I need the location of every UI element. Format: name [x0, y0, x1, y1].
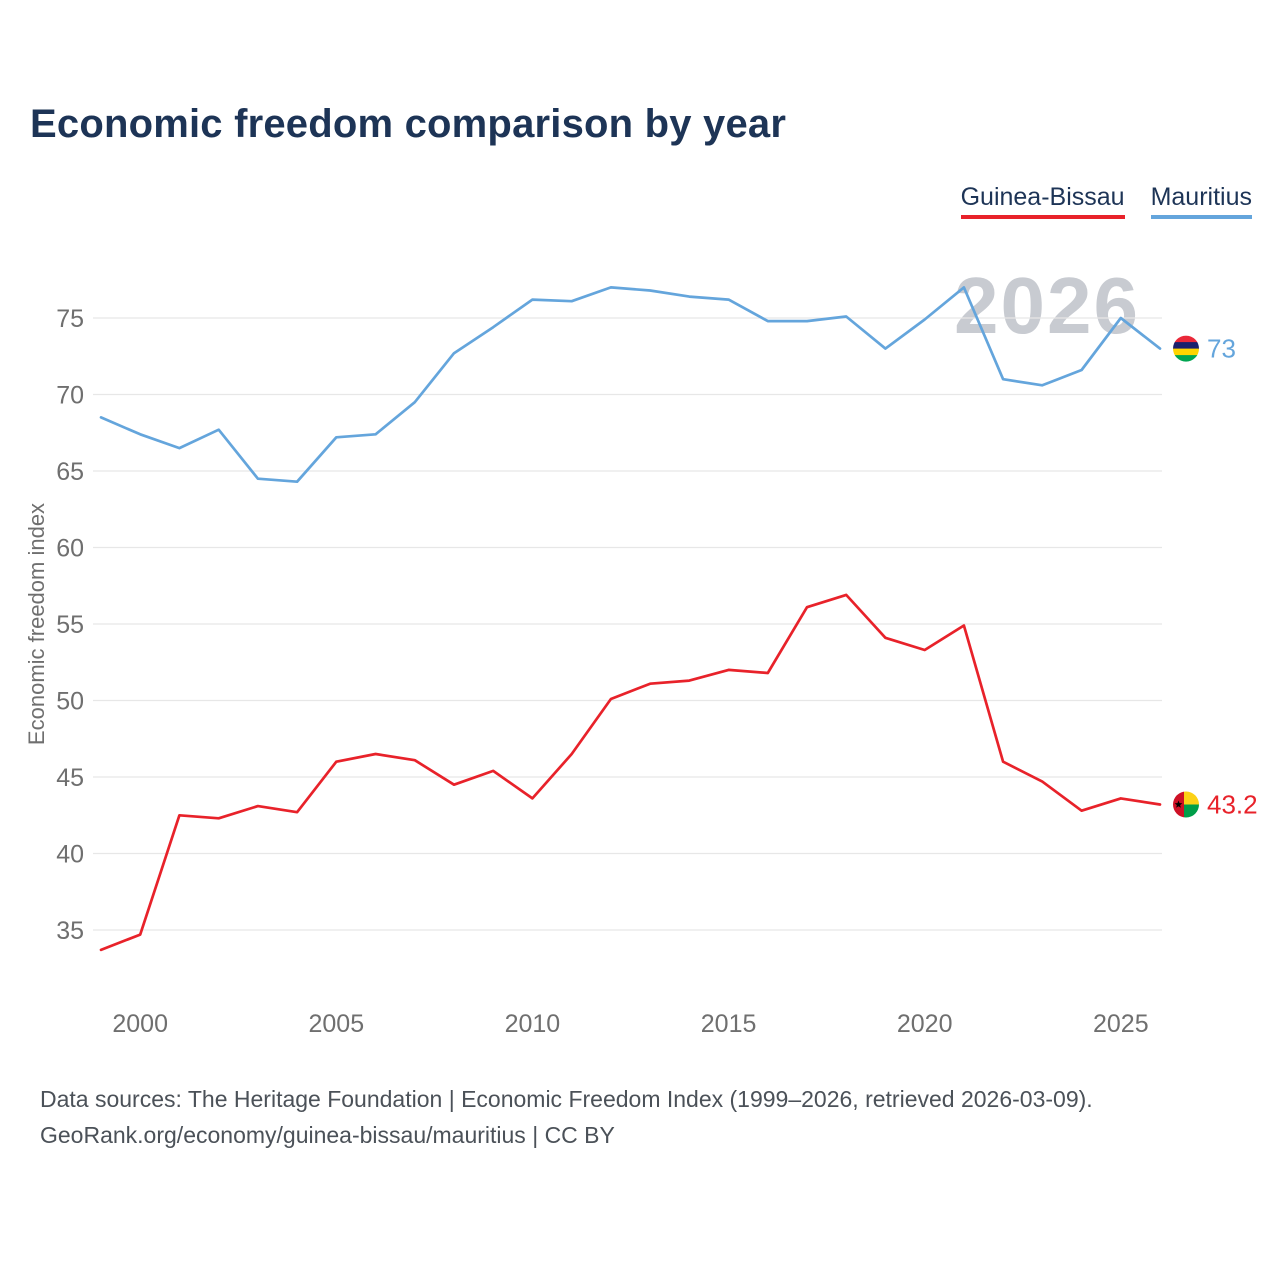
legend: Guinea-Bissau Mauritius [960, 183, 1252, 219]
mauritius-flag-icon [1173, 348, 1199, 356]
series-line-guinea-bissau [99, 593, 1162, 952]
x-tick-label: 2000 [112, 1010, 168, 1038]
y-tick-label: 70 [56, 382, 84, 410]
guinea-bissau-flag-icon [1184, 804, 1199, 818]
y-tick-label: 45 [56, 764, 84, 792]
x-tick-label: 2020 [897, 1010, 953, 1038]
data-source-note: Data sources: The Heritage Foundation | … [40, 1082, 1240, 1153]
x-tick-label: 2025 [1093, 1010, 1149, 1038]
guinea-bissau-flag-icon [1184, 791, 1199, 805]
line-chart: 35 40 45 50 55 60 65 70 75 2000 2005 2010 2015 2020 20… [24, 286, 1258, 1038]
y-tick-label: 40 [56, 841, 84, 869]
mauritius-flag-icon [1173, 342, 1199, 350]
page-title: Economic freedom comparison by year [30, 102, 787, 146]
y-tick-label: 60 [56, 535, 84, 563]
mauritius-flag-icon [1173, 335, 1199, 343]
end-value-guinea-bissau: 43.2 [1207, 790, 1258, 820]
y-tick-label: 50 [56, 688, 84, 716]
y-tick-label: 65 [56, 458, 84, 486]
x-tick-label: 2010 [505, 1010, 561, 1038]
y-axis-title: Economic freedom index [24, 503, 49, 745]
end-value-mauritius: 73 [1207, 334, 1236, 364]
mauritius-flag-icon [1173, 355, 1199, 362]
legend-item-mauritius[interactable]: Mauritius [1150, 183, 1252, 219]
y-tick-label: 75 [56, 305, 84, 333]
y-tick-label: 35 [56, 917, 84, 945]
watermark-year: 2026 [954, 261, 1140, 350]
flag-star [1174, 800, 1183, 808]
x-tick-label: 2005 [308, 1010, 364, 1038]
legend-item-guinea-bissau[interactable]: Guinea-Bissau [960, 183, 1125, 219]
y-tick-label: 55 [56, 611, 84, 639]
x-tick-label: 2015 [701, 1010, 757, 1038]
data-source-line-2: GeoRank.org/economy/guinea-bissau/maurit… [40, 1121, 615, 1148]
data-source-line-1: Data sources: The Heritage Foundation | … [40, 1086, 1093, 1112]
series-line-mauritius [99, 286, 1162, 484]
